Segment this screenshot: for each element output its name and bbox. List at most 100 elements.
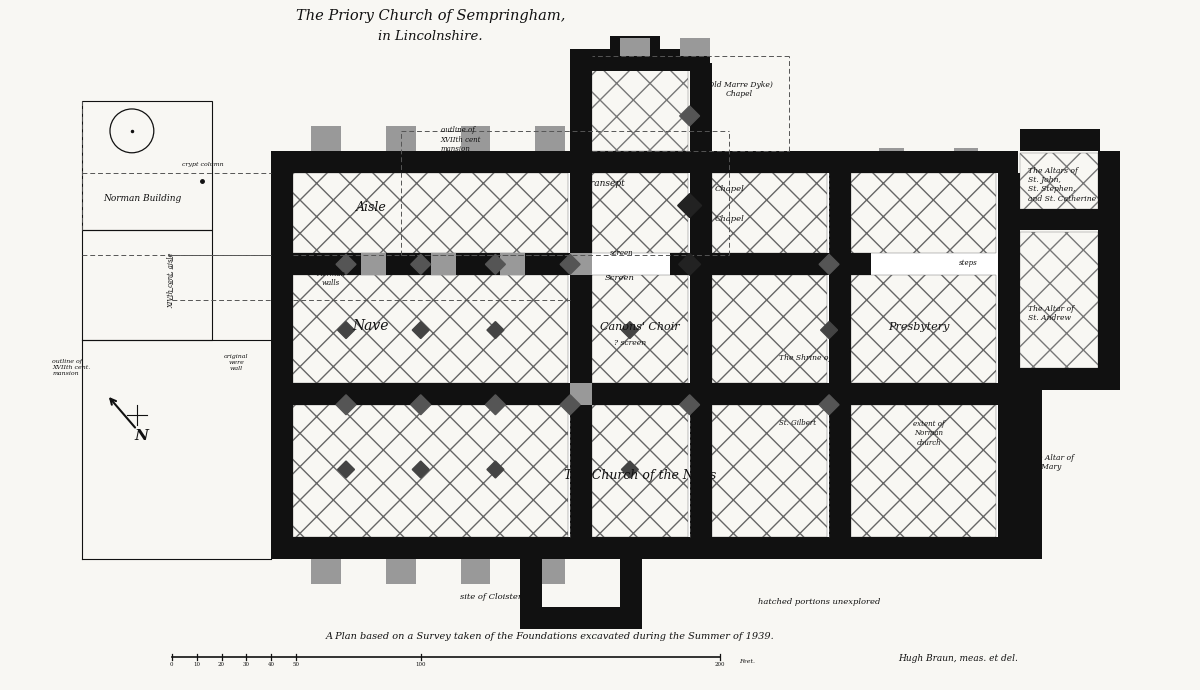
Text: crypt column: crypt column	[181, 161, 223, 167]
Text: screen: screen	[610, 249, 634, 257]
Bar	[575, 240, 590, 285]
Bar	[592, 172, 688, 253]
Polygon shape	[486, 395, 505, 415]
Bar	[271, 151, 570, 172]
Bar	[690, 63, 712, 152]
Polygon shape	[622, 322, 638, 339]
Text: original
were
wall: original were wall	[224, 354, 248, 371]
Text: The Altar of
St. Andrew: The Altar of St. Andrew	[1028, 305, 1074, 322]
Bar	[271, 172, 293, 559]
Polygon shape	[679, 253, 701, 275]
Polygon shape	[486, 255, 505, 275]
Polygon shape	[413, 322, 430, 339]
Bar	[998, 172, 1020, 559]
Bar	[521, 559, 542, 629]
Bar	[361, 253, 386, 275]
Text: Transept: Transept	[584, 179, 625, 188]
Text: ? screen: ? screen	[614, 339, 646, 347]
Bar	[431, 253, 456, 275]
Bar	[271, 538, 1019, 559]
Polygon shape	[410, 395, 431, 415]
Text: 200: 200	[714, 662, 725, 667]
Bar	[620, 549, 642, 559]
Bar	[461, 126, 491, 151]
Polygon shape	[679, 395, 700, 415]
Bar	[1020, 233, 1098, 368]
Text: The Shrine of: The Shrine of	[779, 354, 832, 362]
Text: 10: 10	[193, 662, 200, 667]
Polygon shape	[560, 395, 580, 415]
Bar	[610, 37, 660, 51]
Text: XIVth cent. aisle: XIVth cent. aisle	[168, 253, 175, 308]
Text: The Altars of
St. John,
St. Stephen,
and St. Catherine: The Altars of St. John, St. Stephen, and…	[1028, 167, 1097, 203]
Bar	[293, 275, 568, 383]
Bar	[271, 151, 1019, 172]
Bar	[311, 559, 341, 584]
Bar	[570, 172, 592, 559]
Bar	[712, 405, 827, 538]
Bar	[521, 607, 640, 629]
Bar	[271, 383, 1019, 405]
Polygon shape	[337, 322, 354, 339]
Text: Screen: Screen	[605, 274, 635, 282]
Bar	[293, 172, 568, 253]
Bar	[1020, 129, 1100, 151]
Bar	[1020, 208, 1100, 230]
Bar	[311, 126, 341, 151]
Polygon shape	[679, 106, 700, 126]
Bar	[878, 148, 904, 172]
Bar	[851, 172, 996, 253]
Bar	[271, 253, 570, 275]
Text: steps: steps	[959, 259, 977, 267]
Bar	[570, 63, 592, 152]
Text: hatched portions unexplored: hatched portions unexplored	[758, 598, 881, 606]
Bar	[431, 253, 456, 275]
Bar	[592, 275, 688, 383]
Bar	[293, 405, 568, 538]
Bar	[679, 38, 709, 56]
Polygon shape	[413, 461, 430, 478]
Bar	[361, 253, 386, 275]
Text: 30: 30	[242, 662, 250, 667]
Text: in Lincolnshire.: in Lincolnshire.	[378, 30, 482, 43]
Bar	[570, 253, 592, 275]
Bar	[82, 101, 211, 230]
Polygon shape	[337, 461, 354, 478]
Bar	[954, 148, 978, 172]
Polygon shape	[336, 255, 356, 275]
Bar	[1020, 152, 1098, 208]
Bar	[521, 549, 542, 559]
Text: 20: 20	[218, 662, 226, 667]
Bar	[712, 275, 827, 383]
Text: Norman Building: Norman Building	[103, 194, 181, 203]
Polygon shape	[560, 255, 580, 275]
Bar	[1020, 390, 1043, 559]
Bar	[620, 38, 649, 56]
Bar	[851, 405, 996, 538]
Bar	[535, 559, 565, 584]
Text: Chapel: Chapel	[714, 185, 744, 193]
Polygon shape	[678, 194, 702, 217]
Bar	[592, 69, 688, 151]
Bar	[1020, 208, 1100, 230]
Polygon shape	[487, 322, 504, 339]
Bar	[386, 559, 415, 584]
Polygon shape	[679, 255, 700, 275]
Text: outline of
XVIIth cent
mansion: outline of XVIIth cent mansion	[440, 126, 481, 152]
Polygon shape	[410, 255, 431, 275]
Bar	[1098, 230, 1120, 390]
Text: step: step	[848, 259, 864, 267]
Text: 100: 100	[415, 662, 426, 667]
Text: 40: 40	[268, 662, 275, 667]
Text: 0: 0	[170, 662, 174, 667]
Text: Canons' Choir: Canons' Choir	[600, 322, 679, 332]
Text: site of Cloister: site of Cloister	[460, 593, 521, 601]
Text: Aisle: Aisle	[355, 201, 386, 213]
Text: The Altar of
St. Mary: The Altar of St. Mary	[1028, 454, 1074, 471]
Bar	[461, 559, 491, 584]
Bar	[592, 405, 688, 538]
Text: Presbytery: Presbytery	[888, 322, 949, 332]
Text: Nave: Nave	[353, 319, 389, 333]
Bar	[620, 559, 642, 629]
Polygon shape	[820, 395, 839, 415]
